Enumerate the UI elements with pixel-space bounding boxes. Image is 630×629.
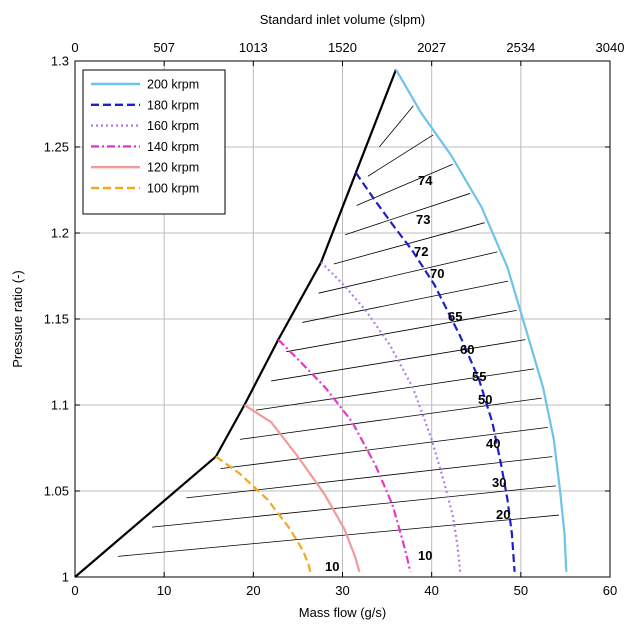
- y-tick-label: 1.2: [51, 226, 69, 241]
- constant-pressure-trace: [117, 514, 560, 557]
- speed-line-100-krpm: [215, 455, 312, 573]
- constant-pressure-trace: [152, 485, 556, 528]
- constant-pressure-trace: [186, 456, 553, 499]
- x-tick-label: 10: [157, 583, 171, 598]
- x2-tick-label: 2027: [417, 40, 446, 55]
- efficiency-label: 10: [325, 559, 339, 574]
- efficiency-label: 40: [486, 436, 500, 451]
- x-tick-label: 60: [603, 583, 617, 598]
- x2-tick-label: 507: [153, 40, 175, 55]
- y-tick-label: 1.3: [51, 54, 69, 69]
- x-tick-label: 0: [71, 583, 78, 598]
- x2-tick-label: 3040: [596, 40, 625, 55]
- x-tick-label: 30: [335, 583, 349, 598]
- speed-line-160-krpm: [320, 261, 462, 572]
- constant-pressure-trace: [333, 222, 485, 265]
- tick-layer: 001050720101330152040202750253460304011.…: [44, 40, 625, 598]
- y-tick-label: 1.05: [44, 484, 69, 499]
- y-axis-title: Pressure ratio (-): [10, 270, 25, 368]
- efficiency-label: 72: [414, 244, 428, 259]
- y-tick-label: 1.25: [44, 140, 69, 155]
- x2-axis-title: Standard inlet volume (slpm): [260, 12, 425, 27]
- speed-line-200-krpm: [395, 69, 568, 572]
- x-axis-title: Mass flow (g/s): [299, 605, 386, 620]
- constant-pressure-trace: [378, 105, 414, 148]
- x2-tick-label: 1520: [328, 40, 357, 55]
- efficiency-label: 65: [448, 309, 462, 324]
- speed-line-120-krpm: [243, 404, 361, 573]
- efficiency-label: 50: [478, 392, 492, 407]
- efficiency-label: 10: [418, 548, 432, 563]
- speed-line-180-krpm: [354, 172, 516, 572]
- constant-pressure-trace: [345, 193, 471, 236]
- efficiency-label: 60: [460, 342, 474, 357]
- y-tick-label: 1.1: [51, 398, 69, 413]
- x2-tick-label: 1013: [239, 40, 268, 55]
- efficiency-label: 73: [416, 212, 430, 227]
- efficiency-label: 74: [418, 173, 433, 188]
- x-tick-label: 40: [424, 583, 438, 598]
- legend-label: 120 krpm: [147, 161, 199, 175]
- x2-tick-label: 0: [71, 40, 78, 55]
- legend-label: 100 krpm: [147, 182, 199, 196]
- x2-tick-label: 2534: [506, 40, 535, 55]
- efficiency-label: 20: [496, 507, 510, 522]
- legend: 200 krpm 180 krpm 160 krpm 140 krpm 120 krpm…: [82, 69, 226, 215]
- x-tick-label: 50: [514, 583, 528, 598]
- constant-pressure-trace: [318, 251, 498, 294]
- legend-label: 160 krpm: [147, 119, 199, 133]
- y-tick-label: 1: [62, 570, 69, 585]
- efficiency-label: 30: [492, 475, 506, 490]
- efficiency-label: 70: [430, 266, 444, 281]
- constant-pressure-trace: [367, 134, 434, 177]
- y-tick-label: 1.15: [44, 312, 69, 327]
- legend-label: 180 krpm: [147, 98, 199, 112]
- constant-pressure-trace: [286, 310, 517, 353]
- efficiency-label: 55: [472, 369, 486, 384]
- x-tick-label: 20: [246, 583, 260, 598]
- constant-pressure-trace: [239, 397, 542, 440]
- speed-lines-layer: [74, 69, 568, 578]
- legend-label: 140 krpm: [147, 140, 199, 154]
- legend-box: [82, 69, 226, 215]
- constant-pressure-trace: [302, 280, 509, 323]
- constant-pressure-trace: [255, 368, 535, 411]
- grid-layer: [75, 61, 610, 577]
- constant-pressure-hatch-layer: [117, 105, 560, 557]
- constant-pressure-trace: [220, 426, 548, 470]
- legend-label: 200 krpm: [147, 78, 199, 92]
- speed-line-140-krpm: [277, 338, 412, 573]
